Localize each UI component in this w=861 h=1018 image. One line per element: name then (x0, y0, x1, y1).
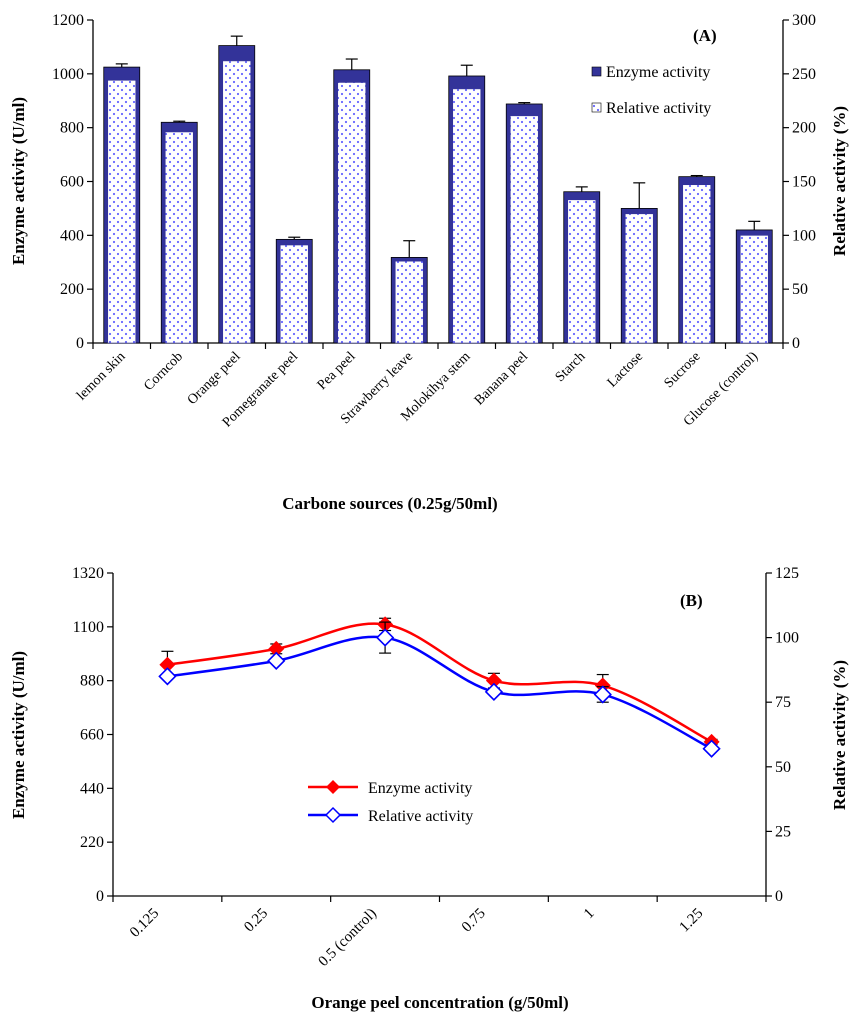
chart-a-y-tick-label: 1000 (52, 66, 84, 83)
category-label: Lactose (605, 349, 646, 390)
chart-a-y-tick-label: 200 (60, 281, 84, 298)
chart-a-y2-tick-label: 250 (792, 66, 816, 83)
bar-relative-activity (164, 131, 194, 344)
chart-b-y-tick-label: 0 (96, 888, 104, 905)
chart-a-x-axis-title: Carbone sources (0.25g/50ml) (282, 494, 497, 513)
legend-swatch-relative (591, 102, 602, 113)
chart-a: 0 200 400 600 800 1000 1200 0 50 100 150 200 250 300… (9, 12, 849, 513)
bar-relative-activity (394, 260, 424, 344)
chart-b-y2-tick-label: 75 (775, 694, 791, 711)
chart-b-y-tick-label: 440 (80, 780, 104, 797)
category-label: Corncob (141, 349, 186, 394)
chart-a-y-tick-label: 600 (60, 174, 84, 191)
chart-a-y2-tick-label: 0 (792, 335, 800, 352)
chart-a-bars (103, 35, 773, 344)
category-label: Sucrose (662, 349, 704, 391)
chart-a-y-tick-label: 400 (60, 227, 84, 244)
data-point-relative-activity (702, 739, 721, 758)
data-point-relative-activity (267, 651, 286, 670)
chart-b: 0 220 440 660 880 1100 1320 0 25 50 75 100 125 0.12… (9, 565, 849, 1012)
chart-a-y2-tick-label: 300 (792, 12, 816, 29)
chart-a-y-ticks: 0 200 400 600 800 1000 1200 (52, 12, 93, 352)
chart-a-y2-tick-label: 50 (792, 281, 808, 298)
category-label: 1.25 (677, 906, 707, 936)
chart-a-y-tick-label: 800 (60, 120, 84, 137)
category-label: 0.25 (241, 906, 271, 936)
bar-relative-activity (337, 82, 367, 344)
chart-b-y-ticks: 0 220 440 660 880 1100 1320 (72, 565, 113, 905)
series-line-enzyme-activity (167, 622, 713, 743)
data-point-relative-activity (484, 682, 504, 701)
chart-b-y2-tick-label: 0 (775, 888, 783, 905)
bar-relative-activity (739, 235, 769, 344)
category-label: Pea peel (315, 349, 359, 393)
legend-marker-enzyme (326, 780, 340, 794)
legend-label-relative: Relative activity (606, 100, 711, 117)
legend-label-enzyme-b: Enzyme activity (368, 780, 472, 797)
chart-b-y-tick-label: 660 (80, 727, 104, 744)
chart-a-y2-tick-label: 100 (792, 227, 816, 244)
data-point-relative-activity (158, 667, 177, 686)
bar-relative-activity (279, 244, 309, 344)
bar-relative-activity (107, 79, 137, 344)
data-point-relative-activity (375, 628, 395, 647)
chart-a-y-tick-label: 0 (76, 335, 84, 352)
chart-a-legend: Enzyme activity Relative activity (591, 64, 711, 117)
chart-b-y2-tick-label: 125 (775, 565, 799, 582)
category-label: 0.75 (459, 906, 489, 936)
legend-swatch-enzyme (591, 66, 602, 77)
chart-b-y2-tick-label: 100 (775, 630, 799, 647)
chart-b-y2-ticks: 0 25 50 75 100 125 (766, 565, 799, 905)
chart-b-legend: Enzyme activity Relative activity (308, 780, 473, 825)
bar-relative-activity (222, 60, 252, 344)
chart-a-y2-tick-label: 200 (792, 120, 816, 137)
chart-b-y2-axis-title: Relative activity (%) (830, 660, 849, 810)
bar-relative-activity (509, 115, 539, 344)
chart-b-y-tick-label: 1100 (73, 619, 104, 636)
bar-relative-activity (567, 199, 597, 344)
legend-label-relative-b: Relative activity (368, 808, 473, 825)
chart-b-y-axis-title: Enzyme activity (U/ml) (9, 651, 28, 819)
data-point-enzyme-activity (159, 656, 176, 673)
category-label: 0.125 (127, 906, 162, 941)
category-label: Orange peel (185, 349, 244, 408)
chart-b-series (158, 616, 721, 758)
data-point-enzyme-activity (485, 672, 502, 689)
chart-b-y-tick-label: 880 (80, 673, 104, 690)
bar-relative-activity (624, 213, 654, 344)
chart-b-y-tick-label: 1320 (72, 565, 104, 582)
chart-a-y-axis-title: Enzyme activity (U/ml) (9, 97, 28, 265)
chart-b-y2-tick-label: 50 (775, 759, 791, 776)
category-label: Starch (553, 349, 589, 385)
chart-a-y2-axis-title: Relative activity (%) (830, 106, 849, 256)
chart-b-x-ticks: 0.125 0.25 0.5 (control) 0.75 1 1.25 (112, 896, 767, 970)
category-label: 1 (581, 906, 598, 923)
chart-b-y2-tick-label: 25 (775, 823, 791, 840)
data-point-relative-activity (593, 685, 612, 704)
chart-b-y-tick-label: 220 (80, 834, 104, 851)
chart-a-panel-label: (A) (693, 26, 717, 45)
bar-relative-activity (452, 88, 482, 344)
chart-b-panel-label: (B) (680, 591, 703, 610)
data-point-enzyme-activity (268, 640, 285, 657)
chart-a-y2-ticks: 0 50 100 150 200 250 300 (783, 12, 816, 352)
bar-relative-activity (682, 184, 712, 344)
chart-a-y-tick-label: 1200 (52, 12, 84, 29)
chart-a-y2-tick-label: 150 (792, 174, 816, 191)
category-label: Banana peel (472, 349, 531, 408)
category-label: lemon skin (74, 349, 128, 403)
legend-marker-relative (324, 806, 342, 824)
chart-b-x-axis-title: Orange peel concentration (g/50ml) (311, 993, 568, 1012)
series-line-relative-activity (167, 635, 713, 750)
category-label: 0.5 (control) (316, 906, 380, 970)
legend-label-enzyme: Enzyme activity (606, 64, 710, 81)
